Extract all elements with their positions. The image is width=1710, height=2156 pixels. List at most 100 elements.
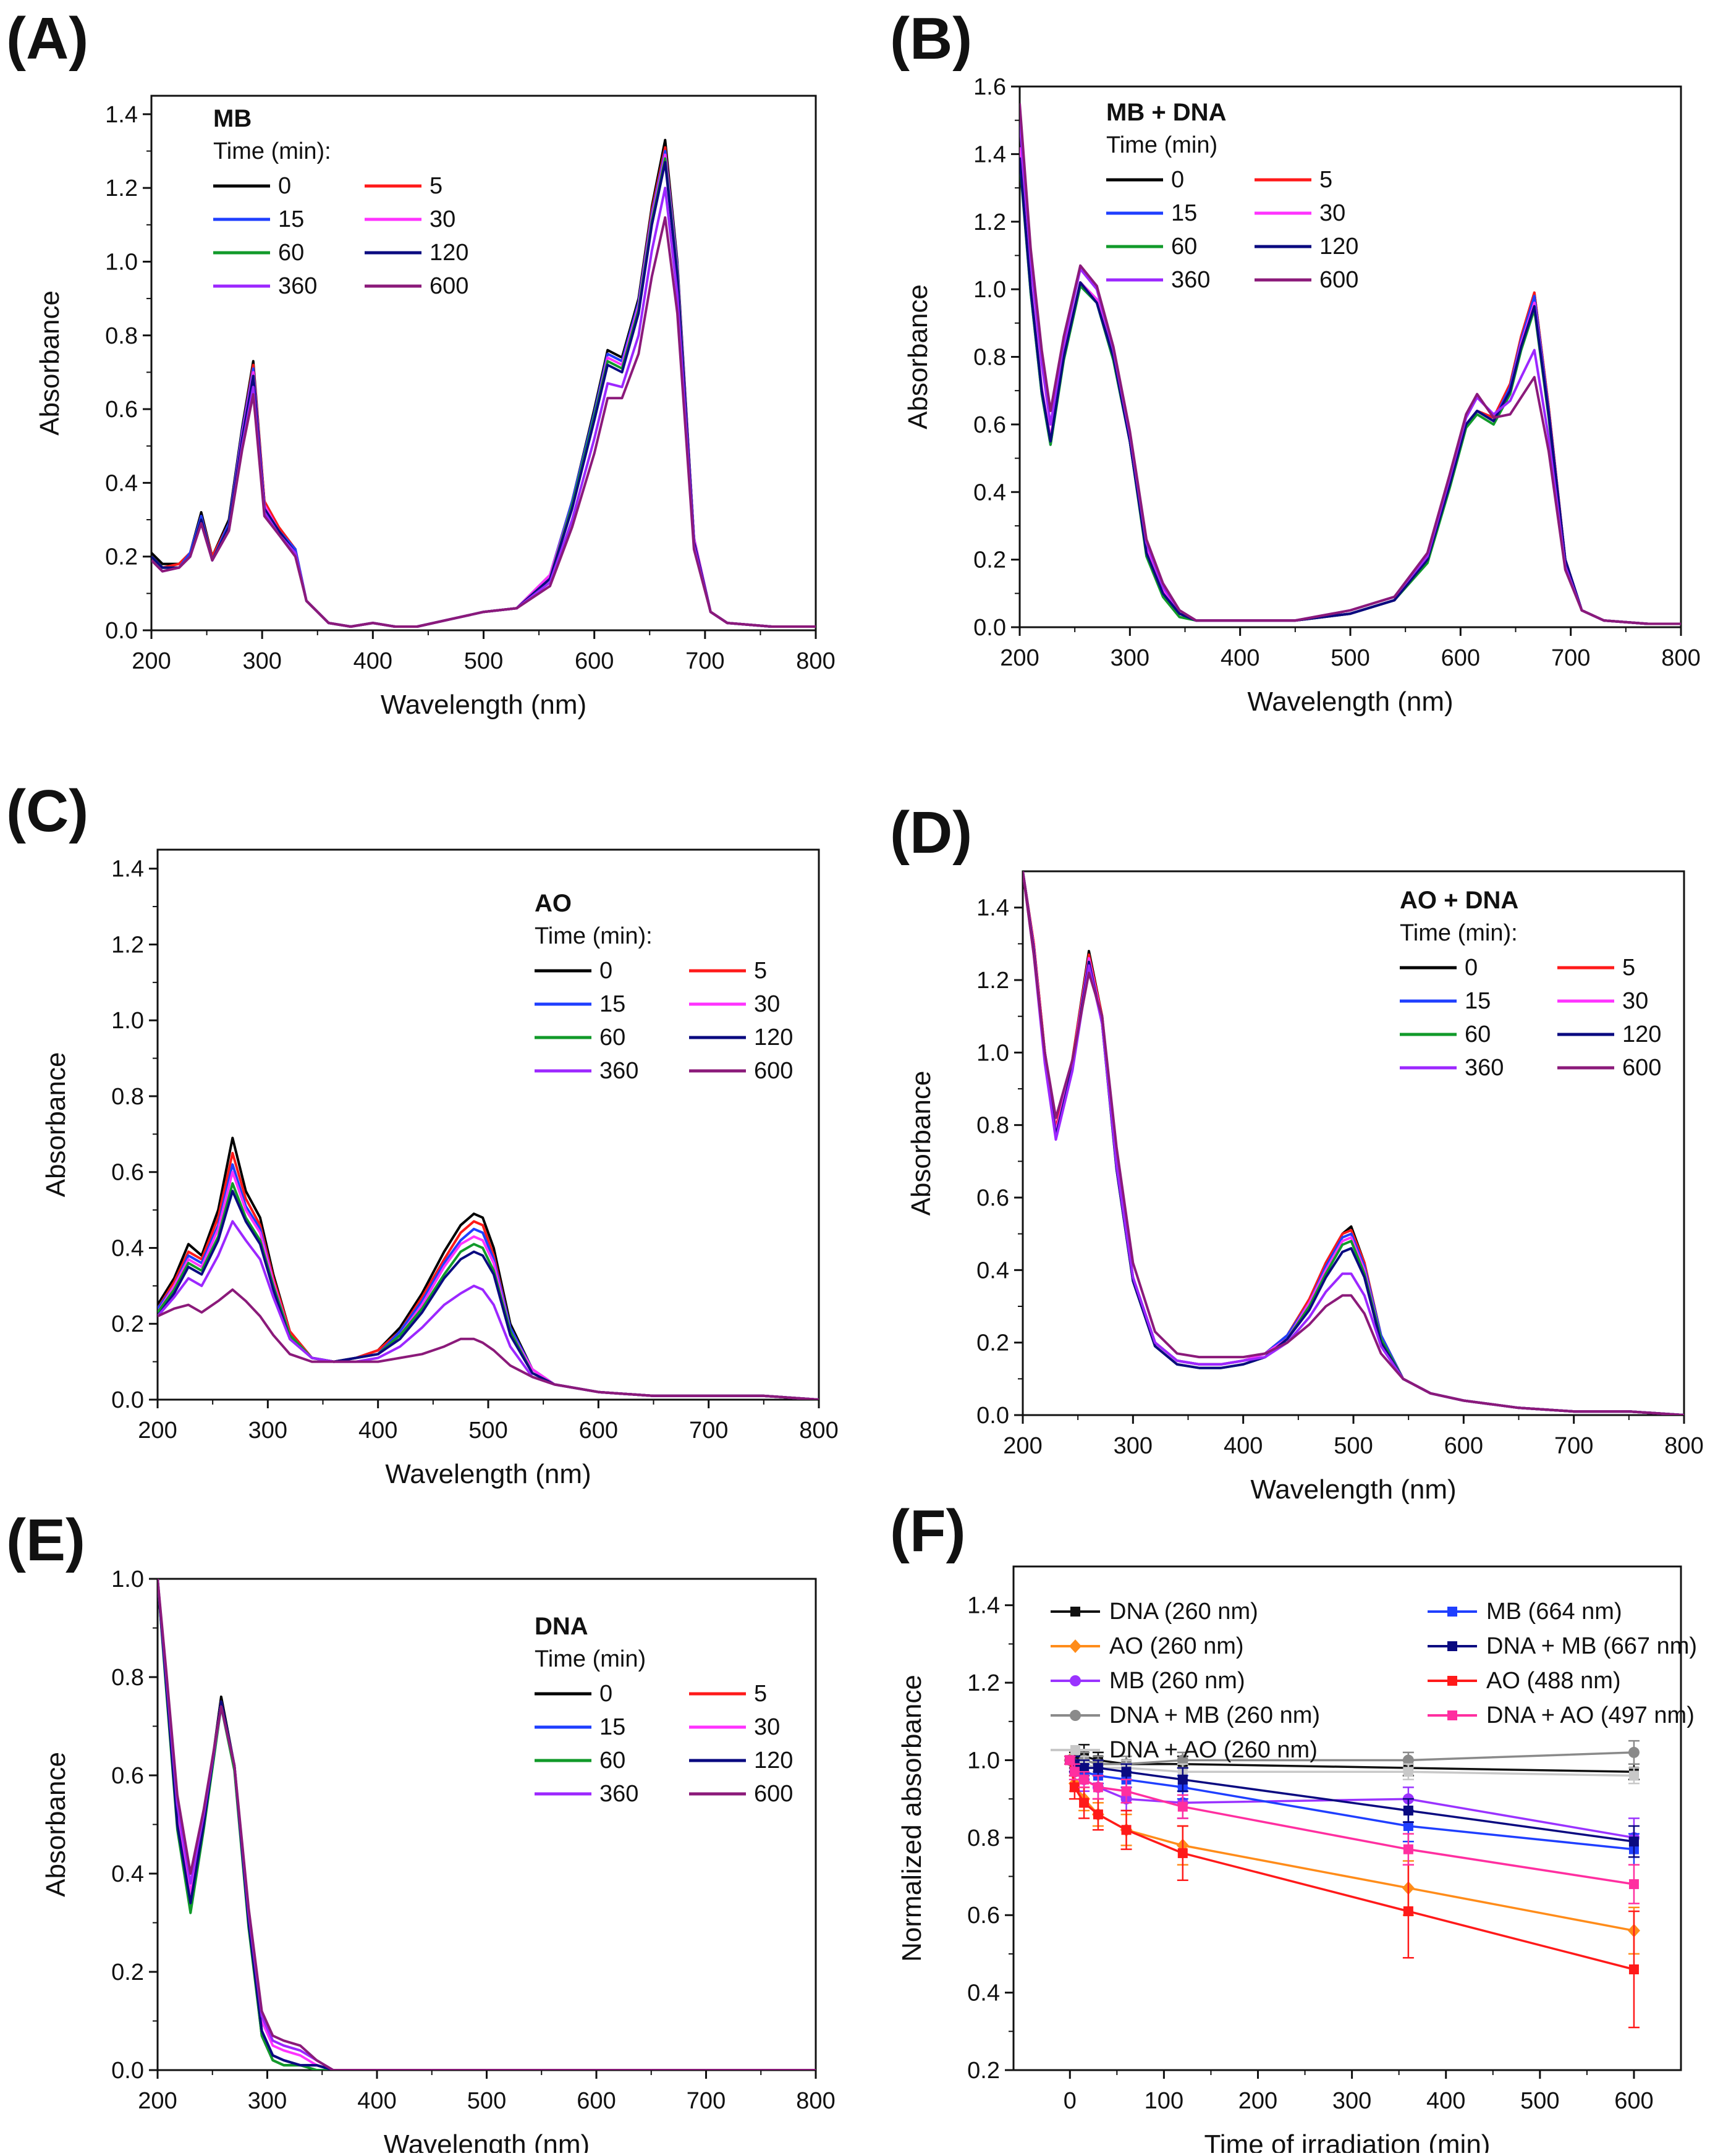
y-tick-label: 0.0: [973, 615, 1006, 641]
legend-label: AO (488 nm): [1486, 1668, 1621, 1694]
y-tick-label: 0.2: [973, 547, 1006, 573]
y-tick-label: 1.2: [111, 932, 144, 958]
y-tick-label: 0.6: [973, 412, 1006, 438]
legend-label: 600: [1622, 1055, 1661, 1081]
panel-label: (F): [890, 1498, 966, 1564]
data-point: [1093, 1809, 1103, 1820]
legend-marker: [1070, 1745, 1080, 1755]
legend-label: 5: [1319, 167, 1332, 193]
panel-label: (E): [6, 1507, 85, 1573]
y-tick-label: 1.2: [973, 209, 1006, 235]
legend-label: DNA + MB (667 nm): [1486, 1633, 1697, 1659]
x-tick-label: 300: [1111, 645, 1149, 671]
plot-frame: [1022, 870, 1685, 1416]
y-axis-label: Absorbance: [41, 1052, 71, 1198]
data-point: [1177, 1848, 1188, 1858]
y-tick-label: 1.0: [973, 277, 1006, 303]
y-tick-label: 1.0: [111, 1566, 144, 1592]
y-tick-label: 0.8: [973, 345, 1006, 371]
x-axis-label: Wavelength (nm): [381, 690, 586, 720]
x-tick-label: 400: [1221, 645, 1259, 671]
x-tick-label: 200: [138, 2088, 177, 2114]
x-tick-label: 700: [689, 1418, 728, 1444]
y-tick-label: 0.4: [967, 1981, 1000, 2006]
legend-label: 360: [1171, 267, 1210, 293]
x-tick-label: 700: [685, 648, 724, 674]
legend-label: 30: [754, 1714, 780, 1740]
y-tick-label: 0.2: [111, 1311, 144, 1337]
legend-label: 120: [1319, 234, 1358, 260]
x-tick-label: 600: [1441, 645, 1480, 671]
series-line-30: [158, 1579, 816, 2070]
x-tick-label: 700: [1551, 645, 1590, 671]
series-line-0: [158, 1136, 819, 1400]
legend-label: 5: [754, 958, 767, 984]
data-point: [1403, 1844, 1413, 1854]
data-point: [1093, 1763, 1103, 1773]
data-point: [1121, 1825, 1132, 1835]
y-tick-label: 1.4: [976, 895, 1009, 921]
series: [1064, 1755, 1640, 1904]
y-tick-label: 0.4: [111, 1861, 144, 1887]
legend-label: DNA + AO (497 nm): [1486, 1702, 1695, 1728]
y-tick-label: 0.6: [111, 1763, 144, 1789]
legend-label: 360: [278, 273, 317, 299]
legend-marker: [1447, 1607, 1457, 1617]
x-axis-label: Wavelength (nm): [1247, 687, 1453, 717]
x-tick-label: 400: [1426, 2088, 1465, 2114]
plot-area: [158, 1136, 819, 1400]
panel-d: (D)200 300 400 500 600 700 8000.00.20.40.60.81…: [890, 800, 1704, 1505]
data-point: [1177, 1754, 1188, 1766]
y-tick-label: 0.8: [111, 1665, 144, 1691]
series-line-15: [1023, 871, 1684, 1415]
y-tick-label: 0.6: [105, 397, 138, 423]
legend: DNA (260 nm) AO (260 nm) MB (260 nm) DNA + …: [1051, 1599, 1697, 1763]
legend-label: 120: [1622, 1021, 1661, 1047]
legend-marker: [1447, 1641, 1457, 1651]
y-tick-label: 0.2: [967, 2058, 1000, 2084]
legend: AO + DNA Time (min): 0 5 15 30 60 120 360 600: [1400, 887, 1661, 1081]
x-tick-label: 800: [1664, 1433, 1703, 1459]
panel-label: (B): [890, 6, 972, 72]
y-tick-label: 1.4: [111, 856, 144, 882]
legend-title: MB + DNA: [1106, 99, 1226, 126]
legend-label: 60: [1171, 234, 1197, 260]
y-tick-label: 0.2: [105, 544, 138, 570]
series-line-15: [158, 1163, 819, 1400]
legend-title: MB: [213, 105, 252, 132]
y-tick-label: 1.2: [967, 1670, 1000, 1696]
data-point: [1628, 1879, 1639, 1890]
y-tick-label: 1.2: [976, 968, 1009, 994]
y-tick-label: 0.6: [976, 1185, 1009, 1211]
legend-label: AO (260 nm): [1109, 1633, 1244, 1659]
data-point: [1628, 1746, 1640, 1758]
series-line-60: [1023, 871, 1684, 1415]
x-tick-label: 500: [1520, 2088, 1559, 2114]
legend-label: 360: [599, 1058, 638, 1084]
y-tick-label: 1.0: [105, 249, 138, 275]
y-tick-label: 0.2: [111, 1959, 144, 1985]
legend-label: 60: [599, 1025, 625, 1051]
legend-label: DNA + MB (260 nm): [1109, 1702, 1320, 1728]
series: [1064, 1755, 1640, 2029]
x-tick-label: 500: [467, 2088, 506, 2114]
legend: MB Time (min): 0 5 15 30 60 120 360 600: [213, 105, 468, 299]
series-line-60: [158, 1579, 816, 2070]
legend-label: 5: [430, 173, 442, 199]
legend-label: 30: [1622, 988, 1648, 1014]
x-tick-label: 600: [577, 2088, 616, 2114]
y-axis-label: Absorbance: [906, 1071, 936, 1216]
y-tick-label: 0.4: [111, 1235, 144, 1261]
legend-subtitle: Time (min):: [535, 923, 653, 949]
data-point: [1403, 1821, 1413, 1832]
x-tick-label: 600: [579, 1418, 618, 1444]
x-tick-label: 500: [1331, 645, 1369, 671]
legend-label: 60: [278, 240, 304, 266]
x-tick-label: 200: [1003, 1433, 1042, 1459]
y-tick-label: 0.4: [973, 480, 1006, 505]
x-axis-label: Wavelength (nm): [384, 2129, 590, 2153]
series-line-600: [158, 1579, 816, 2070]
legend-label: 5: [1622, 955, 1635, 981]
legend-label: DNA + AO (260 nm): [1109, 1737, 1318, 1763]
y-tick-label: 1.0: [976, 1040, 1009, 1066]
